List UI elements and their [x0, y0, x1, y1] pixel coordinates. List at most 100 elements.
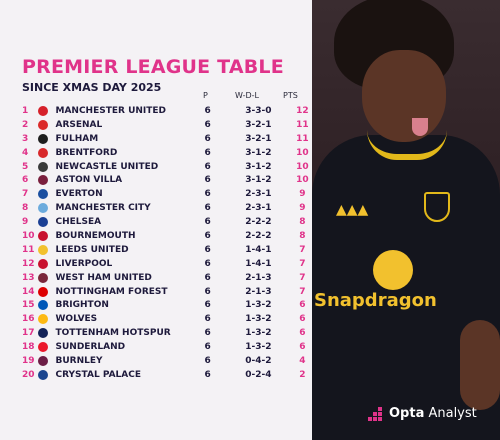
team-name: FULHAM	[55, 133, 99, 144]
sponsor-logo-icon	[373, 250, 413, 290]
played: 6	[204, 105, 211, 116]
points: 6	[299, 314, 306, 325]
table-panel: PREMIER LEAGUE TABLE SINCE XMAS DAY 2025…	[22, 56, 322, 382]
club-crest-icon	[37, 314, 48, 325]
position: 20	[22, 369, 35, 380]
table-row: 5 NEWCASTLE UNITED 6 3-1-2 10	[22, 160, 322, 174]
position: 12	[22, 258, 35, 269]
win-draw-loss: 3-2-1	[245, 133, 272, 144]
win-draw-loss: 1-3-2	[245, 314, 272, 325]
team-name: LIVERPOOL	[55, 258, 113, 269]
position: 6	[22, 175, 29, 186]
win-draw-loss: 2-2-2	[245, 217, 272, 228]
position: 16	[22, 314, 35, 325]
kit-maker-logo-icon: ▲▲▲	[336, 202, 369, 218]
win-draw-loss: 0-2-4	[245, 369, 272, 380]
team-name: BRENTFORD	[55, 147, 118, 158]
sponsor-name: Snapdragon	[314, 290, 437, 311]
win-draw-loss: 3-2-1	[245, 119, 272, 130]
played: 6	[204, 217, 211, 228]
played: 6	[204, 300, 211, 311]
table-row: 17 TOTTENHAM HOTSPUR 6 1-3-2 6	[22, 326, 322, 340]
club-crest-icon	[37, 119, 48, 130]
played: 6	[204, 328, 211, 339]
table-row: 20 CRYSTAL PALACE 6 0-2-4 2	[22, 368, 322, 382]
position: 4	[22, 147, 29, 158]
team-name: MANCHESTER CITY	[55, 203, 151, 214]
club-crest-icon	[37, 258, 48, 269]
points: 4	[299, 355, 306, 366]
club-badge-icon	[424, 192, 450, 222]
column-header-points: PTS	[283, 91, 298, 100]
table-row: 9 CHELSEA 6 2-2-2 8	[22, 215, 322, 229]
points: 10	[296, 161, 309, 172]
club-crest-icon	[37, 230, 48, 241]
table-row: 1 MANCHESTER UNITED 6 3-3-0 12	[22, 104, 322, 118]
played: 6	[204, 133, 211, 144]
win-draw-loss: 1-3-2	[245, 300, 272, 311]
points: 7	[299, 244, 306, 255]
played: 6	[204, 175, 211, 186]
points: 7	[299, 272, 306, 283]
win-draw-loss: 1-4-1	[245, 244, 272, 255]
team-name: WEST HAM UNITED	[55, 272, 152, 283]
win-draw-loss: 1-4-1	[245, 258, 272, 269]
column-header-played: P	[203, 91, 208, 100]
played: 6	[204, 230, 211, 241]
table-row: 12 LIVERPOOL 6 1-4-1 7	[22, 257, 322, 271]
opta-logo-icon	[368, 406, 384, 421]
table-row: 18 SUNDERLAND 6 1-3-2 6	[22, 340, 322, 354]
table-row: 14 NOTTINGHAM FOREST 6 2-1-3 7	[22, 285, 322, 299]
win-draw-loss: 2-1-3	[245, 272, 272, 283]
win-draw-loss: 3-1-2	[245, 175, 272, 186]
points: 7	[299, 258, 306, 269]
club-crest-icon	[37, 244, 48, 255]
position: 15	[22, 300, 35, 311]
team-name: TOTTENHAM HOTSPUR	[55, 328, 171, 339]
points: 6	[299, 328, 306, 339]
points: 6	[299, 342, 306, 353]
played: 6	[204, 244, 211, 255]
win-draw-loss: 2-3-1	[245, 189, 272, 200]
played: 6	[204, 314, 211, 325]
club-crest-icon	[37, 355, 48, 366]
position: 10	[22, 230, 35, 241]
team-name: CHELSEA	[55, 217, 102, 228]
team-name: CRYSTAL PALACE	[55, 369, 142, 380]
brand-name-bold: Opta	[389, 406, 425, 421]
table-row: 4 BRENTFORD 6 3-1-2 10	[22, 146, 322, 160]
page-subtitle: SINCE XMAS DAY 2025	[22, 81, 162, 94]
shirt-collar	[367, 130, 447, 160]
team-name: NOTTINGHAM FOREST	[55, 286, 168, 297]
brand-name: Opta Analyst	[389, 406, 477, 421]
position: 2	[22, 119, 29, 130]
points: 6	[299, 300, 306, 311]
club-crest-icon	[37, 328, 48, 339]
win-draw-loss: 0-4-2	[245, 355, 272, 366]
points: 8	[299, 217, 306, 228]
position: 17	[22, 328, 35, 339]
team-name: LEEDS UNITED	[55, 244, 129, 255]
points: 12	[296, 105, 309, 116]
played: 6	[204, 161, 211, 172]
club-crest-icon	[37, 286, 48, 297]
table-row: 2 ARSENAL 6 3-2-1 11	[22, 118, 322, 132]
position: 14	[22, 286, 35, 297]
played: 6	[204, 189, 211, 200]
player-arm	[460, 320, 500, 410]
table-row: 13 WEST HAM UNITED 6 2-1-3 7	[22, 271, 322, 285]
club-crest-icon	[37, 105, 48, 116]
win-draw-loss: 3-1-2	[245, 147, 272, 158]
points: 11	[296, 119, 309, 130]
team-name: WOLVES	[55, 314, 98, 325]
club-crest-icon	[37, 203, 48, 214]
table-row: 15 BRIGHTON 6 1-3-2 6	[22, 298, 322, 312]
points: 9	[299, 189, 306, 200]
points: 2	[299, 369, 306, 380]
column-header-wdl: W-D-L	[235, 91, 259, 100]
brand-logo: Opta Analyst	[368, 406, 477, 421]
played: 6	[204, 369, 211, 380]
team-name: ASTON VILLA	[55, 175, 123, 186]
club-crest-icon	[37, 133, 48, 144]
win-draw-loss: 3-1-2	[245, 161, 272, 172]
